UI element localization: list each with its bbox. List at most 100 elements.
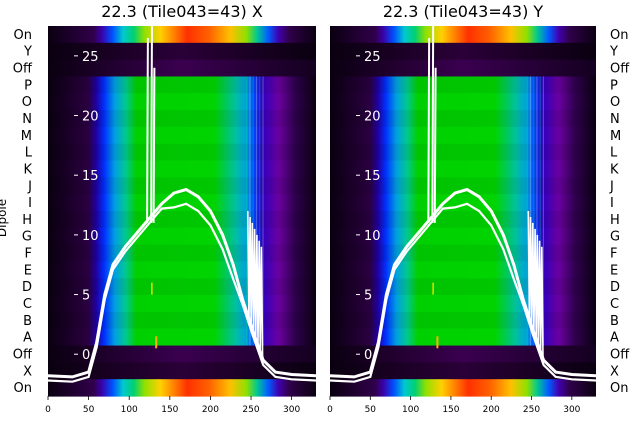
overlay-spike [150,25,153,223]
row-label: Off [13,62,33,77]
heatmap-stripe [259,76,261,346]
overlay-marker [155,336,158,349]
overlay-tick-label: 15 [364,169,381,184]
row-label: D [610,280,620,295]
row-label: N [610,112,620,127]
overlay-line [47,202,317,383]
overlay-tick-label: 20 [82,110,99,125]
heatmap-row [48,76,316,94]
row-label: X [610,364,619,379]
heatmap-row-shade [330,143,596,161]
row-label: P [610,78,618,93]
x-tick-label: 250 [242,405,259,415]
heatmap-row [48,227,316,246]
row-label: H [610,213,620,228]
heatmap-row [330,177,596,195]
overlay-line [329,202,597,383]
heatmap-row [48,362,316,380]
overlay-tick-label: 20 [364,110,381,125]
x-tick-label: 50 [83,405,95,415]
x-tick-label: 150 [161,405,178,415]
heatmap-row-shade [48,311,316,329]
overlay-noise [527,210,544,358]
x-tick-label: 50 [365,405,377,415]
row-label: E [24,263,32,278]
row-label: Off [610,62,630,77]
heatmap-row [330,110,596,128]
heatmap-row [48,110,316,128]
heatmap-row [48,345,316,363]
row-label: On [14,381,32,396]
row-label: A [23,331,32,346]
heatmap-row [48,177,316,195]
row-label: K [610,162,619,177]
row-label: N [22,112,32,127]
heatmap-row [330,93,596,111]
heatmap-stripe [262,76,264,346]
heatmap-row [48,42,316,61]
row-label: Off [610,347,630,362]
chart-title: 22.3 (Tile043=43) X [101,2,263,21]
heatmap-row [330,126,596,145]
row-label: X [23,364,32,379]
overlay-spike [427,37,431,223]
overlay-tick-label: 5 [82,289,90,304]
row-label: L [610,146,618,161]
row-label: M [21,129,32,144]
heatmap-row-shade [330,211,596,228]
heatmap-stripe [536,76,538,346]
heatmap-stripe [255,76,258,346]
row-label: B [23,314,32,329]
row-label: F [610,247,617,262]
overlay-spike [431,25,435,223]
overlay-marker [151,282,153,295]
heatmap-row [330,143,596,162]
overlay-marker [436,336,439,349]
heatmap-row-shade [48,244,316,262]
x-tick-label: 200 [483,405,500,415]
heatmap-stripe [249,76,251,346]
heatmap-stripe [539,76,541,346]
row-label: H [22,213,32,228]
row-label: O [610,95,620,110]
x-tick-label: 100 [402,405,419,415]
heatmap-row [48,143,316,162]
x-tick-label: 300 [563,405,580,415]
heatmap-row-shade [330,311,596,329]
row-label: G [610,230,620,245]
heatmap-row-shade [330,76,596,94]
row-label: G [22,230,32,245]
heatmap-row [330,194,596,212]
x-tick-label: 150 [442,405,459,415]
row-label: C [610,297,619,312]
overlay-spike [152,67,156,223]
heatmap-row [330,59,596,78]
x-tick-label: 300 [283,405,300,415]
heatmap-row-shade [48,76,316,94]
heatmap-row [330,345,596,363]
row-label: P [24,78,32,93]
row-label: L [25,146,33,161]
overlay-tick-label: 0 [364,348,372,363]
heatmap-row [48,160,316,178]
x-tick-label: 100 [121,405,138,415]
x-tick-label: 0 [327,405,333,415]
row-label: M [610,129,621,144]
heatmap-row [330,328,596,347]
overlay-tick-label: 25 [364,50,381,65]
overlay-tick-label: 0 [82,348,90,363]
row-label: I [28,196,32,211]
row-label: C [23,297,32,312]
heatmap-row [48,379,316,397]
heatmap-row [48,211,316,229]
heatmap-row [330,160,596,178]
heatmap-row-shade [330,110,596,127]
heatmap-stripe [529,76,532,346]
row-label: On [610,381,628,396]
heatmap-stripe [526,76,528,346]
overlay-spike [433,67,437,223]
heatmap-row [330,211,596,229]
